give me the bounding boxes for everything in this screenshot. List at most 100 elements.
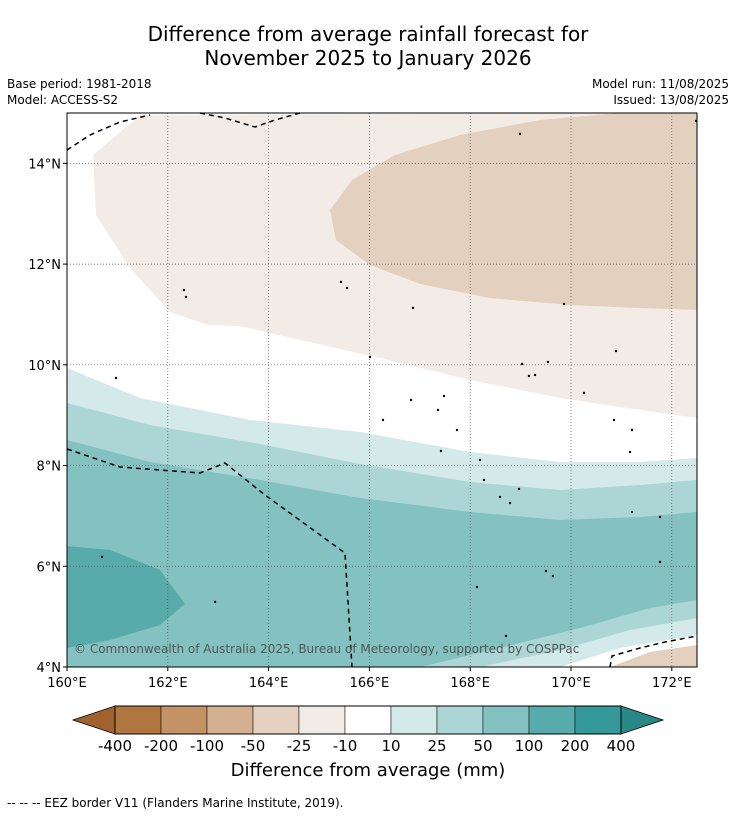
colorbar-label: 200 [561, 737, 590, 755]
colorbar-label: -50 [241, 737, 266, 755]
island-marker [658, 515, 662, 519]
metadata-right: Model run: 11/08/2025 Issued: 13/08/2025 [592, 76, 729, 108]
lon-tick-label: 160°E [47, 676, 87, 691]
lon-tick-label: 162°E [148, 676, 188, 691]
colorbar-frame [114, 705, 622, 735]
island-marker [409, 398, 413, 402]
island-marker [442, 394, 446, 398]
island-marker [478, 458, 482, 462]
island-marker [551, 574, 555, 578]
lat-tick-label: 10°N [28, 359, 61, 374]
island-marker [498, 495, 502, 499]
colorbar-label: 400 [607, 737, 636, 755]
lat-tick-label: 14°N [28, 157, 61, 172]
island-marker [436, 408, 440, 412]
base-period: Base period: 1981-2018 [7, 77, 152, 91]
lon-tick-label: 172°E [652, 676, 692, 691]
colorbar-swatch [344, 705, 392, 735]
colorbar-label: -200 [144, 737, 178, 755]
island-marker [520, 362, 524, 366]
copyright-notice: © Commonwealth of Australia 2025, Bureau… [74, 642, 579, 656]
island-marker [518, 132, 522, 136]
island-marker [455, 428, 459, 432]
island-marker [544, 569, 548, 573]
colorbar-swatch [482, 705, 530, 735]
lon-tick-label: 164°E [249, 676, 289, 691]
title-line-1: Difference from average rainfall forecas… [147, 22, 589, 46]
colorbar-swatch [206, 705, 254, 735]
model-name: Model: ACCESS-S2 [7, 93, 119, 107]
island-marker [182, 288, 186, 292]
eez-border [66, 448, 353, 668]
colorbar-swatch [528, 705, 576, 735]
island-marker [546, 360, 550, 364]
island-marker [100, 555, 104, 559]
band-wet-100-200 [67, 546, 185, 648]
island-marker [475, 585, 479, 589]
island-marker [658, 560, 662, 564]
island-marker [482, 478, 486, 482]
colorbar-label: -25 [287, 737, 312, 755]
island-marker [630, 510, 634, 514]
colorbar-title: Difference from average (mm) [230, 760, 506, 781]
island-marker [114, 376, 118, 380]
island-marker [184, 295, 188, 299]
lon-tick-label: 170°E [551, 676, 591, 691]
island-marker [368, 355, 372, 359]
colorbar-swatch [390, 705, 438, 735]
lon-tick-label: 168°E [450, 676, 490, 691]
colorbar-swatch [160, 705, 208, 735]
title-line-2: November 2025 to January 2026 [204, 46, 532, 70]
island-marker [628, 450, 632, 454]
lat-tick-label: 6°N [37, 560, 62, 575]
band-wet-50-100 [67, 440, 697, 667]
colorbar-label: -100 [190, 737, 224, 755]
island-marker [614, 349, 618, 353]
island-marker [345, 286, 349, 290]
island-marker [381, 418, 385, 422]
band-dry-medium-south [610, 645, 697, 667]
island-marker [562, 302, 566, 306]
colorbar-label: 100 [515, 737, 544, 755]
island-marker [517, 487, 521, 491]
eez-border [199, 112, 301, 128]
eez-legend-note: -- -- -- EEZ border V11 (Flanders Marine… [7, 796, 344, 810]
colorbar-extend-low [71, 705, 116, 735]
island-marker [527, 374, 531, 378]
island-marker [339, 280, 343, 284]
island-marker [630, 428, 634, 432]
lat-tick-label: 4°N [37, 661, 62, 676]
colorbar-label: -10 [333, 737, 358, 755]
model-run: Model run: 11/08/2025 [591, 77, 729, 91]
chart-title: Difference from average rainfall forecas… [0, 22, 736, 70]
issued-date: Issued: 13/08/2025 [613, 93, 729, 107]
colorbar-label: 25 [427, 737, 446, 755]
metadata-left: Base period: 1981-2018 Model: ACCESS-S2 [7, 76, 152, 108]
lon-tick-label: 166°E [350, 676, 390, 691]
band-dry-medium [330, 113, 697, 310]
colorbar-swatch [114, 705, 162, 735]
eez-border [66, 114, 151, 151]
colorbar-label: 10 [381, 737, 400, 755]
island-marker [411, 306, 415, 310]
colorbar-label: -400 [98, 737, 132, 755]
island-marker [582, 391, 586, 395]
colorbar-extend-high [620, 705, 665, 735]
island-marker [504, 634, 508, 638]
colorbar-label: 50 [473, 737, 492, 755]
lat-tick-label: 12°N [28, 258, 61, 273]
map-frame [66, 112, 698, 668]
island-marker [213, 600, 217, 604]
colorbar-swatch [574, 705, 622, 735]
island-marker [508, 501, 512, 505]
colorbar-swatch [252, 705, 300, 735]
eez-border [609, 635, 698, 668]
colorbar-swatch [436, 705, 484, 735]
map-fill-layer [67, 113, 697, 667]
island-marker [439, 449, 443, 453]
colorbar-swatch [298, 705, 346, 735]
lat-tick-label: 8°N [37, 460, 62, 475]
island-marker [612, 418, 616, 422]
island-marker [533, 373, 537, 377]
